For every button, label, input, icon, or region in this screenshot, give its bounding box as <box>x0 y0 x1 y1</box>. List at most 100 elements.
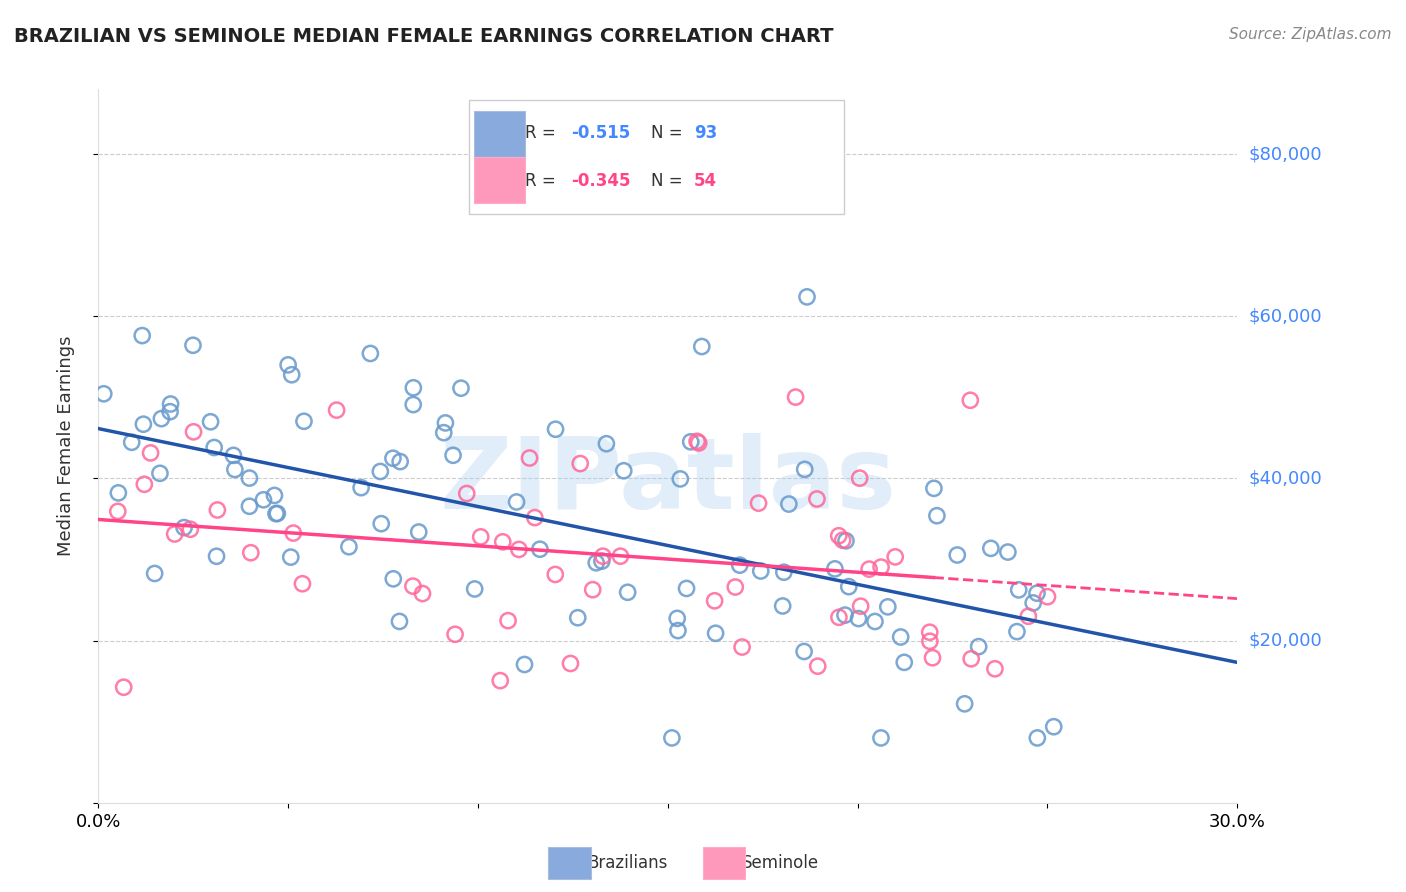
Point <box>159 397 181 411</box>
Text: 93: 93 <box>695 125 717 143</box>
Point <box>131 328 153 343</box>
Point <box>876 599 898 614</box>
Point <box>505 495 527 509</box>
Point <box>277 358 299 372</box>
Point <box>150 411 173 425</box>
Point <box>918 625 941 640</box>
FancyBboxPatch shape <box>474 111 526 157</box>
Point <box>181 338 204 352</box>
Point <box>121 435 143 450</box>
Text: N =: N = <box>651 171 688 189</box>
Point <box>848 611 870 625</box>
Point <box>370 465 392 479</box>
Point <box>748 496 770 510</box>
Point <box>402 579 425 593</box>
Text: R =: R = <box>526 125 561 143</box>
Point <box>389 454 412 468</box>
Point <box>724 580 747 594</box>
Point <box>508 542 530 557</box>
Point <box>666 611 689 625</box>
Point <box>239 546 262 560</box>
Point <box>858 562 880 576</box>
Y-axis label: Median Female Earnings: Median Female Earnings <box>56 335 75 557</box>
Point <box>1008 582 1031 597</box>
Text: N =: N = <box>651 125 688 143</box>
Point <box>980 541 1002 556</box>
Point <box>686 434 709 449</box>
Point <box>433 425 456 440</box>
Point <box>464 582 486 596</box>
Point <box>661 731 683 745</box>
Point <box>159 405 181 419</box>
Point <box>591 554 613 568</box>
Point <box>381 451 404 466</box>
Point <box>778 497 800 511</box>
Point <box>359 346 381 360</box>
Point <box>492 534 515 549</box>
Point <box>402 398 425 412</box>
Point <box>793 644 815 658</box>
Point <box>112 680 135 694</box>
Point <box>523 510 546 524</box>
Point <box>828 529 851 543</box>
Text: ZIPatlas: ZIPatlas <box>440 434 896 530</box>
Point <box>1036 590 1059 604</box>
Point <box>688 436 710 450</box>
Point <box>283 526 305 541</box>
Point <box>595 436 617 450</box>
Point <box>1022 596 1045 610</box>
Point <box>252 492 274 507</box>
Point <box>163 527 186 541</box>
Point <box>207 503 229 517</box>
Point <box>382 572 405 586</box>
Point <box>238 500 260 514</box>
Point <box>921 650 943 665</box>
Point <box>560 657 582 671</box>
Text: 54: 54 <box>695 171 717 189</box>
Text: Source: ZipAtlas.com: Source: ZipAtlas.com <box>1229 27 1392 42</box>
Point <box>835 533 858 548</box>
Point <box>456 486 478 500</box>
Point <box>1026 731 1049 745</box>
Point <box>890 630 912 644</box>
Point <box>444 627 467 641</box>
Point <box>238 471 260 485</box>
Point <box>806 491 828 506</box>
Point <box>280 368 302 382</box>
Point <box>402 381 425 395</box>
Point <box>567 611 589 625</box>
Point <box>179 522 201 536</box>
Point <box>350 481 373 495</box>
Point <box>609 549 631 564</box>
Point <box>834 608 856 623</box>
Point <box>731 640 754 654</box>
Point <box>1005 624 1028 639</box>
Point <box>496 614 519 628</box>
Point <box>107 504 129 518</box>
Point <box>592 549 614 564</box>
Point <box>224 462 246 476</box>
Point <box>434 416 457 430</box>
Point <box>202 441 225 455</box>
Point <box>139 446 162 460</box>
Point <box>953 697 976 711</box>
Point <box>960 652 983 666</box>
Point <box>412 586 434 600</box>
Point <box>870 560 893 574</box>
Point <box>441 448 464 462</box>
Text: -0.345: -0.345 <box>571 171 630 189</box>
Point <box>922 481 945 495</box>
Point <box>205 549 228 564</box>
FancyBboxPatch shape <box>468 100 845 214</box>
Point <box>669 472 692 486</box>
Point <box>831 533 853 548</box>
Point <box>679 434 702 449</box>
Point <box>513 657 536 672</box>
Point <box>450 381 472 395</box>
Point <box>1026 586 1049 600</box>
Point <box>824 562 846 576</box>
Text: $40,000: $40,000 <box>1249 469 1322 487</box>
Point <box>388 615 411 629</box>
Point <box>870 731 893 745</box>
Point <box>690 339 713 353</box>
